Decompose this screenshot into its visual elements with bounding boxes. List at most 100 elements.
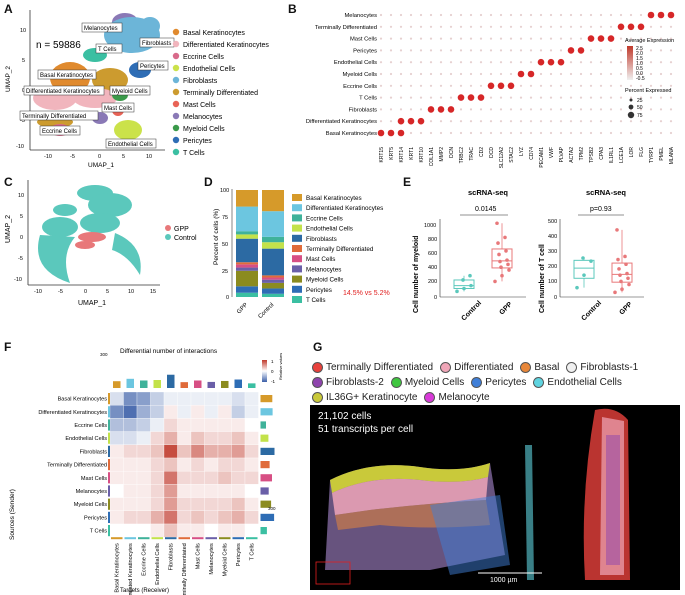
b-gene-label: KRT5 (389, 147, 395, 160)
svg-text:400: 400 (548, 234, 557, 240)
e-point (468, 273, 472, 278)
f-row-color (108, 485, 110, 497)
f-col-color (246, 537, 258, 540)
b-dot (539, 13, 543, 17)
d-legend-label: Mast Cells (306, 256, 335, 263)
svg-text:T Cells: T Cells (183, 150, 205, 157)
d-legend-label: Fibroblasts (306, 236, 337, 243)
b-dot (559, 72, 563, 76)
f-top-bar (126, 378, 134, 388)
c-xlabel: UMAP_1 (78, 300, 106, 307)
svg-text:1.0: 1.0 (636, 61, 643, 67)
svg-text:-5: -5 (18, 256, 23, 262)
b-dot (439, 37, 443, 40)
b-dot (579, 61, 583, 64)
b-dot (449, 131, 453, 135)
b-dot (489, 13, 493, 17)
b-dot (397, 117, 405, 125)
f-cell (217, 510, 232, 525)
b-dot (379, 84, 383, 87)
d-legend-label: Terminally Differentiated (306, 246, 374, 253)
f-cell (123, 444, 138, 459)
f-cell (204, 405, 219, 419)
b-dot (449, 37, 453, 40)
e-point (503, 235, 507, 240)
e-point (618, 273, 622, 277)
a-tag: Mast Cells (104, 106, 132, 112)
b-dot (529, 25, 533, 28)
b-legend-expr-title: Average Expression (625, 38, 674, 44)
panel-label-e: E (403, 175, 412, 189)
svg-text:25: 25 (222, 269, 228, 275)
d-bar-segment (262, 288, 284, 294)
b-dot (469, 84, 473, 87)
b-dot (469, 37, 473, 40)
b-dot (519, 108, 523, 111)
svg-text:Myeloid Cells: Myeloid Cells (183, 126, 225, 133)
svg-text:GPP: GPP (174, 226, 189, 233)
f-row-color (108, 406, 110, 418)
svg-text:200: 200 (428, 279, 437, 285)
b-gene-label: MMP2 (439, 147, 445, 162)
f-row-label: Myeloid Cells (74, 502, 107, 508)
b-dot (589, 72, 593, 76)
g-legend-label: Pericytes (485, 377, 527, 388)
b-dot (599, 84, 603, 87)
svg-text:600: 600 (428, 251, 437, 257)
b-dot (489, 131, 493, 135)
b-dot (429, 49, 433, 52)
a-n-label: n = 59886 (36, 40, 81, 51)
b-dot (559, 37, 563, 40)
b-dot (499, 72, 503, 76)
f-right-bar (260, 447, 275, 455)
d-legend-label: Endothelial Cells (306, 226, 353, 233)
f-col-label: Basal Keratinocytes (115, 543, 121, 593)
f-row-label: T Cells (90, 529, 108, 535)
b-dot (509, 72, 513, 76)
g-tissue-edge (330, 463, 490, 493)
b-dot (459, 84, 463, 87)
svg-text:Eccrine Cells: Eccrine Cells (183, 54, 224, 61)
b-dot (569, 25, 573, 28)
f-cell (136, 523, 151, 538)
b-dot (649, 131, 653, 135)
f-cell (244, 418, 259, 432)
b-dot (429, 13, 433, 17)
b-dot (607, 35, 615, 42)
e-point (498, 259, 502, 264)
g-legend-dot (312, 392, 323, 403)
b-dot (459, 13, 463, 17)
b-dot (489, 61, 493, 64)
b-dot (409, 13, 413, 17)
svg-text:300: 300 (548, 249, 557, 255)
b-dot (397, 129, 405, 137)
b-dot (379, 108, 383, 111)
f-cell (190, 405, 205, 419)
b-dot (649, 49, 653, 52)
d-bar-segment (236, 190, 258, 207)
b-dot (539, 96, 543, 99)
f-cell (150, 418, 165, 432)
b-row-label: Fibroblasts (349, 107, 377, 113)
f-cell (109, 444, 124, 459)
b-dot (429, 25, 433, 28)
f-cell (109, 391, 124, 406)
b-dot (569, 61, 573, 64)
b-dot (547, 58, 555, 66)
b-gene-label: KRT1 (409, 147, 415, 160)
b-dot (399, 108, 403, 111)
d-category: GPP (236, 302, 249, 315)
b-row-label: Terminally Differentiated (315, 25, 377, 31)
f-col-color (178, 537, 190, 540)
a-tag: Basal Keratinocytes (40, 73, 93, 79)
e-point (495, 221, 499, 226)
f-cell (163, 484, 178, 498)
b-gene-label: PECAM1 (539, 147, 545, 168)
b-dot (539, 108, 543, 111)
b-dot (379, 96, 383, 99)
f-title: Differential number of interactions (120, 348, 218, 355)
b-dot (389, 120, 393, 123)
b-dot (439, 49, 443, 52)
b-dot (479, 25, 483, 28)
b-dot (639, 13, 643, 17)
